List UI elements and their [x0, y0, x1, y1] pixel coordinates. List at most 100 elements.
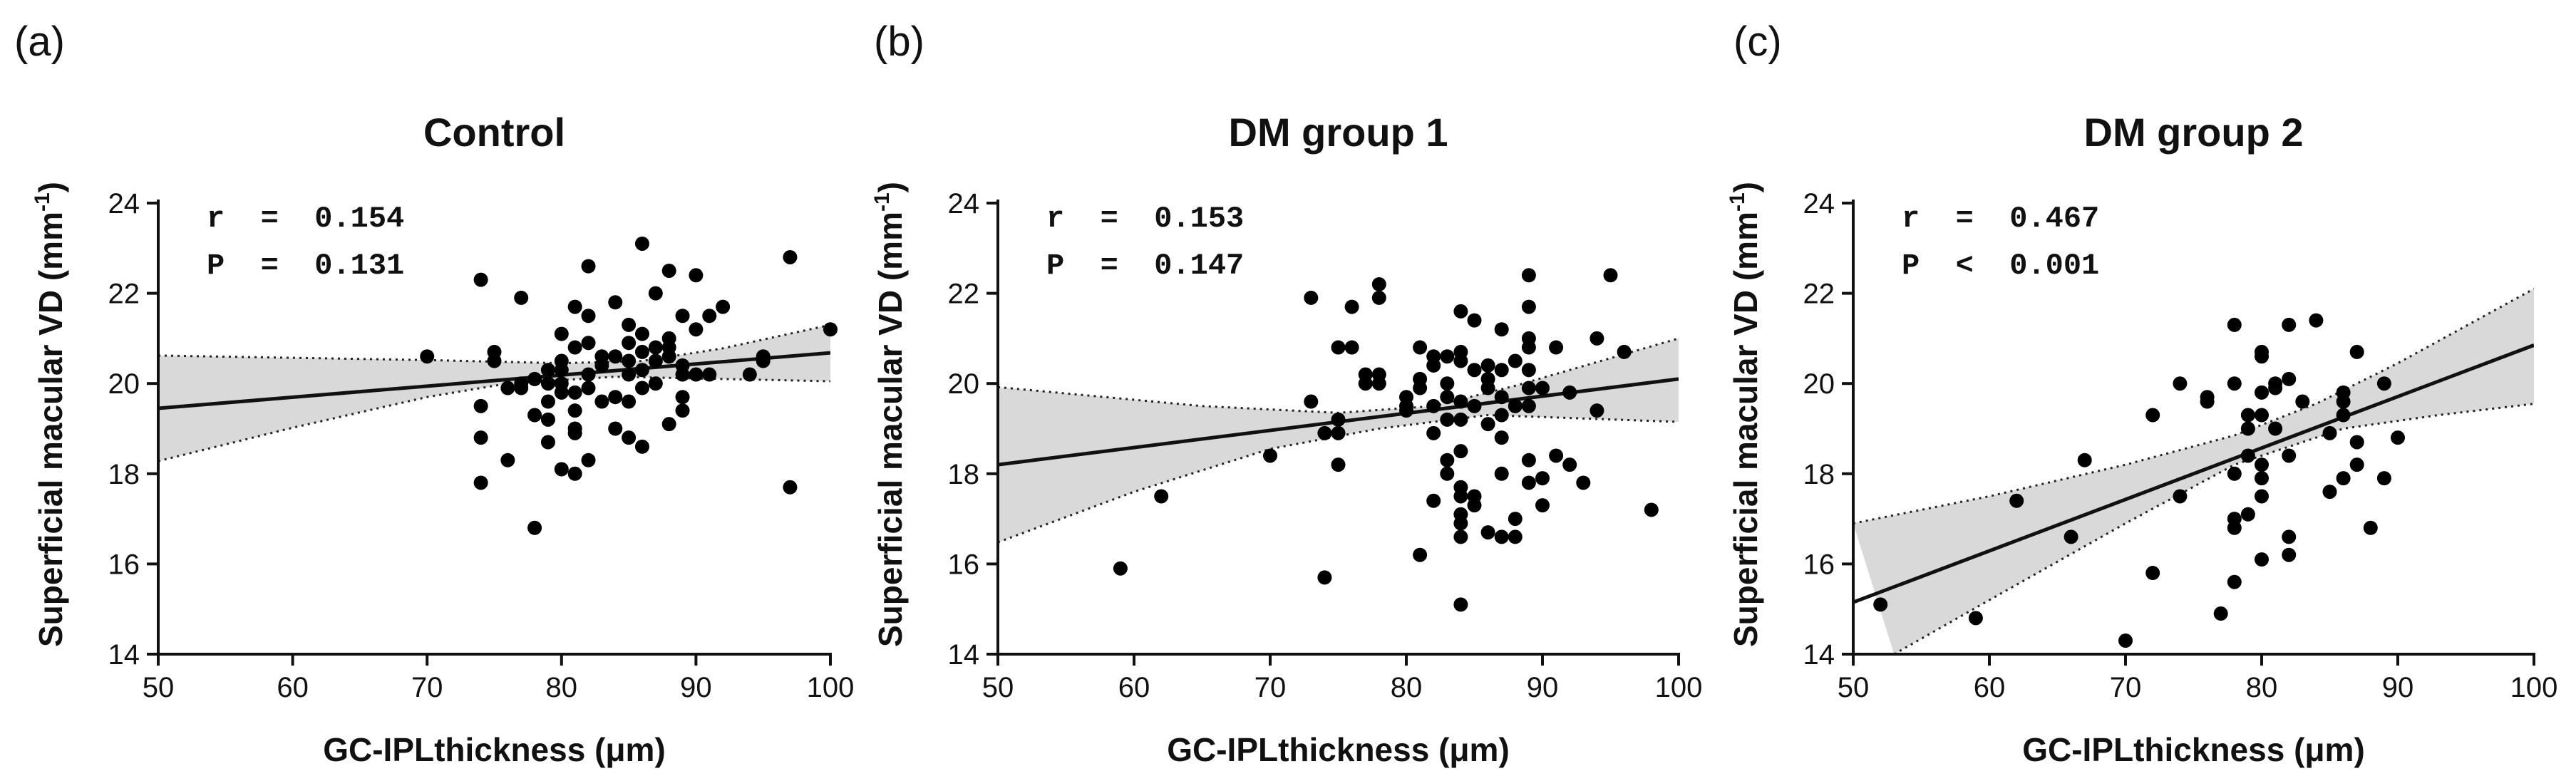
- x-tick-label: 100: [807, 672, 855, 703]
- data-point: [2336, 394, 2351, 409]
- data-point: [1562, 457, 1577, 472]
- data-point: [1480, 358, 1495, 373]
- data-point: [702, 309, 717, 324]
- data-point: [1590, 331, 1604, 346]
- data-point: [1426, 425, 1441, 440]
- data-point: [567, 466, 582, 481]
- data-point: [2282, 317, 2297, 332]
- data-point: [2255, 552, 2269, 567]
- data-point: [2322, 485, 2337, 500]
- y-tick-label: 22: [1803, 279, 1835, 310]
- data-point: [675, 390, 690, 405]
- data-point: [1508, 353, 1523, 368]
- data-point: [634, 439, 649, 454]
- plot-area: [998, 337, 1679, 544]
- data-point: [2009, 493, 2024, 508]
- data-point: [2376, 471, 2391, 486]
- data-point: [1317, 425, 1332, 440]
- data-point: [1480, 525, 1495, 540]
- panel-label: (a): [14, 19, 65, 65]
- data-point: [2282, 529, 2297, 544]
- stat-text: r = 0.153: [1046, 202, 1244, 236]
- data-point: [1535, 381, 1550, 395]
- data-point: [622, 367, 637, 382]
- data-point: [2240, 507, 2255, 522]
- x-axis-label: GC-IPLthickness (μm): [2022, 731, 2365, 768]
- data-point: [1562, 385, 1577, 400]
- regression-line: [1853, 343, 2534, 604]
- data-point: [527, 371, 542, 386]
- x-tick-label: 80: [546, 672, 578, 703]
- data-point: [634, 381, 649, 395]
- data-point: [1371, 290, 1386, 305]
- data-point: [581, 259, 596, 274]
- data-point: [2255, 471, 2269, 486]
- x-tick-label: 90: [2382, 672, 2414, 703]
- x-tick-label: 70: [1254, 672, 1287, 703]
- data-point: [1426, 493, 1441, 508]
- data-point: [661, 263, 676, 278]
- data-point: [554, 385, 569, 400]
- x-tick-label: 50: [1838, 672, 1870, 703]
- data-point: [1453, 489, 1468, 504]
- data-point: [594, 394, 609, 409]
- data-point: [514, 381, 529, 395]
- data-point: [1467, 498, 1482, 513]
- data-point: [1440, 349, 1455, 364]
- stat-text: r = 0.467: [1902, 202, 2099, 236]
- data-point: [2145, 566, 2160, 581]
- data-point: [2255, 385, 2269, 400]
- data-point: [1617, 344, 1632, 359]
- data-point: [554, 462, 569, 477]
- data-point: [1467, 398, 1482, 413]
- data-point: [1344, 299, 1359, 314]
- data-point: [1331, 457, 1346, 472]
- data-point: [1576, 475, 1591, 490]
- data-point: [2295, 394, 2310, 409]
- data-point: [2064, 529, 2078, 544]
- data-point: [634, 236, 649, 251]
- data-point: [1426, 398, 1441, 413]
- data-point: [500, 381, 515, 395]
- data-point: [540, 435, 555, 450]
- data-point: [1440, 466, 1455, 481]
- data-point: [2227, 574, 2242, 589]
- data-point: [2349, 435, 2364, 450]
- y-tick-label: 16: [108, 549, 140, 580]
- data-point: [554, 326, 569, 341]
- data-point: [1508, 512, 1523, 527]
- data-point: [1521, 268, 1536, 283]
- data-point: [1467, 363, 1482, 378]
- chart-panel-3: (c) DM group 2 50 60 70 80 90 100 14 16 18 20 22 24 GC…: [1726, 19, 2557, 768]
- data-point: [1413, 340, 1428, 355]
- data-point: [2173, 489, 2188, 504]
- data-point: [1603, 268, 1618, 283]
- data-point: [1467, 313, 1482, 328]
- data-point: [2349, 457, 2364, 472]
- stat-text: P = 0.147: [1046, 249, 1244, 283]
- data-point: [689, 322, 704, 337]
- y-tick-label: 24: [108, 188, 140, 219]
- data-point: [1358, 376, 1373, 391]
- data-point: [487, 344, 502, 359]
- data-point: [1371, 276, 1386, 291]
- data-point: [2200, 394, 2215, 409]
- data-point: [689, 268, 704, 283]
- data-point: [1331, 412, 1346, 427]
- data-point: [675, 367, 690, 382]
- data-point: [648, 376, 663, 391]
- regression-line: [158, 351, 830, 410]
- data-point: [540, 363, 555, 378]
- data-point: [567, 340, 582, 355]
- data-point: [540, 412, 555, 427]
- data-point: [1453, 304, 1468, 319]
- data-point: [608, 295, 623, 310]
- data-point: [622, 353, 637, 368]
- y-axis-label: Superficial macular VD (mm-1): [870, 182, 909, 647]
- y-tick-label: 22: [948, 279, 980, 310]
- data-point: [648, 340, 663, 355]
- x-tick-label: 100: [2510, 672, 2558, 703]
- stat-text: P < 0.001: [1902, 249, 2099, 283]
- data-point: [1535, 471, 1550, 486]
